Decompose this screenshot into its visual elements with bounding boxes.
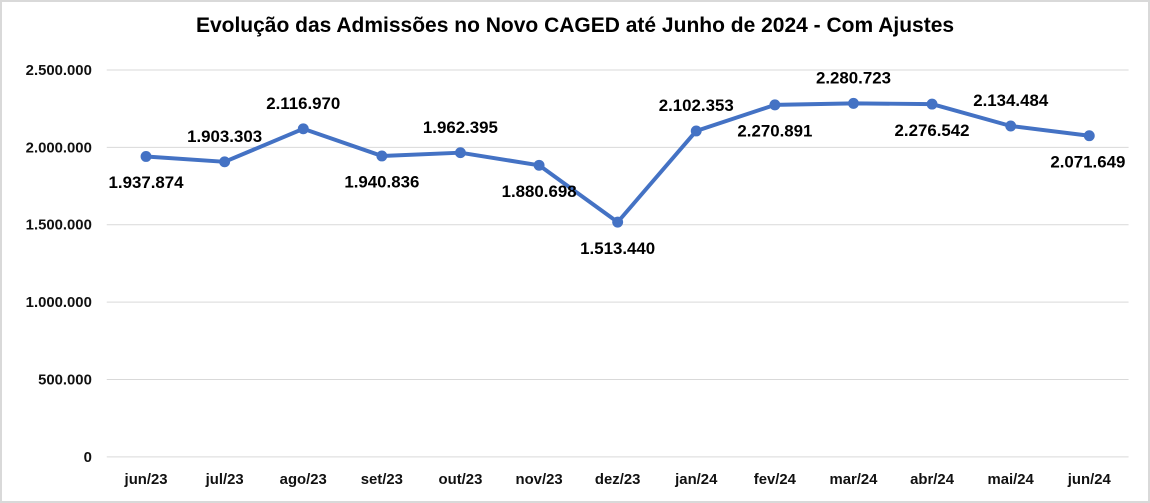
data-point-marker bbox=[219, 156, 231, 168]
data-point-marker bbox=[1083, 130, 1095, 142]
x-tick-label: abr/24 bbox=[910, 472, 955, 488]
data-point-marker bbox=[297, 123, 309, 135]
data-point-marker bbox=[376, 150, 388, 162]
data-point-label: 1.937.874 bbox=[109, 173, 185, 192]
data-point-marker bbox=[533, 159, 545, 171]
data-point-marker bbox=[612, 216, 624, 228]
x-tick-label: dez/23 bbox=[595, 472, 640, 488]
data-point-marker bbox=[690, 125, 702, 137]
data-point-label: 2.280.723 bbox=[816, 69, 891, 88]
x-tick-label: fev/24 bbox=[754, 472, 797, 488]
y-tick-label: 2.000.000 bbox=[26, 140, 92, 156]
data-point-marker bbox=[848, 97, 859, 109]
data-point-label: 2.134.484 bbox=[973, 91, 1049, 110]
x-tick-label: jan/24 bbox=[674, 472, 718, 488]
data-point-label: 2.270.891 bbox=[737, 122, 812, 141]
x-tick-label: ago/23 bbox=[280, 472, 327, 488]
data-point-label: 1.940.836 bbox=[344, 173, 419, 192]
x-tick-label: mai/24 bbox=[988, 472, 1035, 488]
x-tick-label: out/23 bbox=[439, 472, 483, 488]
data-point-marker bbox=[769, 99, 781, 111]
y-tick-label: 0 bbox=[84, 450, 92, 466]
data-point-marker bbox=[454, 147, 466, 159]
data-point-label: 1.962.395 bbox=[423, 118, 498, 137]
data-point-label: 1.513.440 bbox=[580, 239, 655, 258]
data-point-label: 1.880.698 bbox=[502, 182, 577, 201]
x-tick-label: jun/24 bbox=[1067, 472, 1112, 488]
data-point-marker bbox=[1005, 120, 1017, 132]
x-tick-label: mar/24 bbox=[829, 472, 878, 488]
x-tick-label: jul/23 bbox=[205, 472, 244, 488]
x-tick-label: nov/23 bbox=[515, 472, 562, 488]
y-tick-label: 2.500.000 bbox=[26, 63, 92, 79]
x-tick-label: set/23 bbox=[361, 472, 403, 488]
data-point-label: 2.102.353 bbox=[659, 96, 734, 115]
x-tick-label: jun/23 bbox=[124, 472, 168, 488]
y-tick-label: 1.500.000 bbox=[26, 218, 92, 234]
data-point-marker bbox=[926, 98, 938, 110]
data-point-label: 1.903.303 bbox=[187, 127, 262, 146]
data-point-label: 2.071.649 bbox=[1050, 152, 1125, 171]
y-tick-label: 1.000.000 bbox=[26, 295, 92, 311]
y-tick-label: 500.000 bbox=[38, 372, 92, 388]
data-point-label: 2.116.970 bbox=[266, 94, 340, 113]
data-point-marker bbox=[140, 151, 152, 162]
data-point-label: 2.276.542 bbox=[895, 121, 970, 140]
chart-title: Evolução das Admissões no Novo CAGED até… bbox=[195, 14, 955, 37]
